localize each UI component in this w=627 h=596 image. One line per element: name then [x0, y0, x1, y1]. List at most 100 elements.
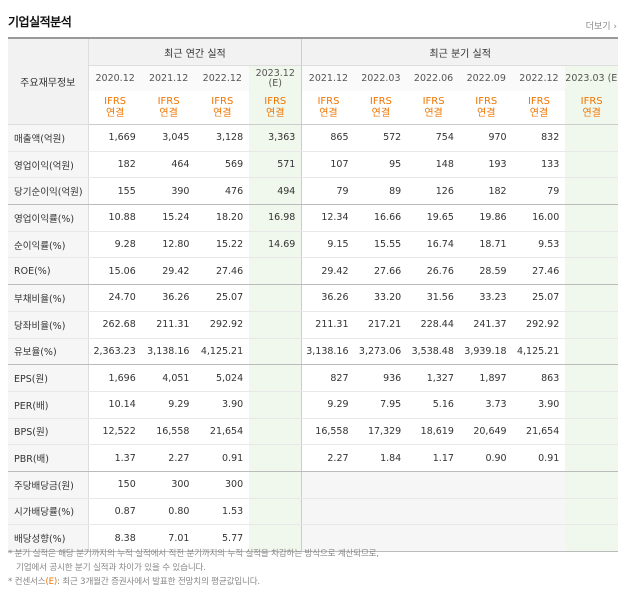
table-cell: 2,363.23	[88, 338, 142, 366]
period-header: 2021.12	[141, 65, 196, 91]
table-cell: 1,897	[459, 364, 513, 392]
table-cell: 2.27	[301, 444, 355, 472]
table-cell	[249, 444, 303, 472]
table-cell: 29.42	[301, 257, 355, 286]
table-cell	[459, 498, 513, 526]
table-cell: 832	[512, 124, 566, 152]
table-cell: 300	[195, 471, 250, 499]
table-cell	[565, 418, 618, 446]
table-cell	[565, 471, 618, 499]
more-label[interactable]: 더보기	[585, 22, 611, 32]
row-label: EPS(원)	[8, 364, 89, 392]
table-cell	[249, 391, 303, 419]
table-cell: 21,654	[512, 418, 566, 446]
table-cell: 182	[88, 151, 142, 179]
footnote-2: * 컨센서스(E): 최근 3개월간 증권사에서 발표한 전망치의 평균값입니다…	[8, 577, 260, 587]
table-cell: 2.27	[141, 444, 196, 472]
table-cell	[565, 338, 618, 366]
table-cell: 148	[407, 151, 460, 179]
table-row: 주당배당금(원) 150 300 300	[8, 471, 618, 499]
table-cell: 300	[141, 471, 196, 499]
table-cell: 27.66	[354, 257, 408, 286]
table-cell	[565, 177, 618, 206]
table-row: 배당성향(%) 8.38 7.01 5.77	[8, 524, 618, 552]
table-cell: 27.46	[195, 257, 250, 286]
more-link[interactable]: 더보기 ›	[586, 19, 617, 32]
table-row: 당기순이익(억원) 155 390 476 494 79 89 126 182 79	[8, 177, 618, 206]
table-cell	[249, 524, 303, 552]
table-cell: 0.91	[512, 444, 566, 472]
table-cell: 27.46	[512, 257, 566, 286]
table-cell: 18,619	[407, 418, 460, 446]
table-row: 시가배당률(%) 0.87 0.80 1.53	[8, 498, 618, 526]
table-cell: 1.53	[195, 498, 250, 526]
period-header: 2021.12	[301, 65, 355, 91]
table-cell: 12.80	[141, 231, 196, 259]
accounting-standard-label: IFRS 연결	[459, 91, 513, 125]
table-cell: 3.90	[195, 391, 250, 419]
table-cell: 18.71	[459, 231, 513, 259]
table-cell: 0.87	[88, 498, 142, 526]
table-cell: 15.24	[141, 204, 196, 232]
table-cell: 1.37	[88, 444, 142, 472]
estimate-mark: (E)	[45, 577, 58, 587]
table-cell: 18.20	[195, 204, 250, 232]
table-cell	[354, 498, 408, 526]
table-row: 매출액(억원) 1,669 3,045 3,128 3,363 865 572 754 970 8…	[8, 124, 618, 152]
table-cell: 3,538.48	[407, 338, 460, 366]
period-header: 2022.12	[195, 65, 250, 91]
row-label: PBR(배)	[8, 444, 89, 472]
table-cell: 863	[512, 364, 566, 392]
table-cell: 10.88	[88, 204, 142, 232]
row-label: 영업이익률(%)	[8, 204, 89, 232]
table-cell: 217.21	[354, 311, 408, 339]
table-cell: 3,138.16	[301, 338, 355, 366]
table-cell: 12,522	[88, 418, 142, 446]
footnotes: * 분기 실적은 해당 분기까지의 누적 실적에서 직전 분기까지의 누적 실적…	[8, 547, 379, 589]
table-cell: 1,669	[88, 124, 142, 152]
accounting-standard-label: IFRS 연결	[354, 91, 408, 125]
table-cell: 5.16	[407, 391, 460, 419]
table-cell: 865	[301, 124, 355, 152]
table-cell	[301, 524, 355, 552]
table-cell: 0.91	[195, 444, 250, 472]
table-cell	[301, 471, 355, 499]
accounting-standard-label: IFRS 연결	[141, 91, 196, 125]
accounting-standard-label: IFRS 연결	[249, 91, 303, 125]
accounting-standard-label: IFRS 연결	[301, 91, 355, 125]
row-label: 당좌비율(%)	[8, 311, 89, 339]
table-cell: 476	[195, 177, 250, 206]
footnote-1: * 분기 실적은 해당 분기까지의 누적 실적에서 직전 분기까지의 누적 실적…	[8, 549, 379, 559]
table-cell: 107	[301, 151, 355, 179]
row-label: 유보율(%)	[8, 338, 89, 366]
table-row: 영업이익률(%) 10.88 15.24 18.20 16.98 12.34 16.66 19…	[8, 204, 618, 232]
table-cell	[459, 524, 513, 552]
table-cell	[565, 498, 618, 526]
table-cell: 29.42	[141, 257, 196, 286]
row-label: 시가배당률(%)	[8, 498, 89, 526]
table-cell	[301, 498, 355, 526]
table-cell: 827	[301, 364, 355, 392]
table-cell: 79	[512, 177, 566, 206]
row-label: 주당배당금(원)	[8, 471, 89, 499]
table-cell	[565, 124, 618, 152]
table-cell: 15.55	[354, 231, 408, 259]
table-row: EPS(원) 1,696 4,051 5,024 827 936 1,327 1,897 863	[8, 364, 618, 392]
table-cell: 14.69	[249, 231, 303, 259]
row-label: BPS(원)	[8, 418, 89, 446]
table-cell	[249, 498, 303, 526]
table-cell: 936	[354, 364, 408, 392]
table-cell: 15.22	[195, 231, 250, 259]
section-title: 기업실적분석	[8, 15, 72, 29]
table-cell: 19.86	[459, 204, 513, 232]
table-cell: 25.07	[512, 284, 566, 312]
table-cell: 464	[141, 151, 196, 179]
table-cell: 10.14	[88, 391, 142, 419]
table-cell: 21,654	[195, 418, 250, 446]
table-cell: 16,558	[301, 418, 355, 446]
row-label: 부채비율(%)	[8, 284, 89, 312]
table-row: BPS(원) 12,522 16,558 21,654 16,558 17,329 18,6…	[8, 418, 618, 446]
period-header: 2023.03 (E)	[565, 65, 618, 91]
table-cell: 7.01	[141, 524, 196, 552]
row-label: 배당성향(%)	[8, 524, 89, 552]
